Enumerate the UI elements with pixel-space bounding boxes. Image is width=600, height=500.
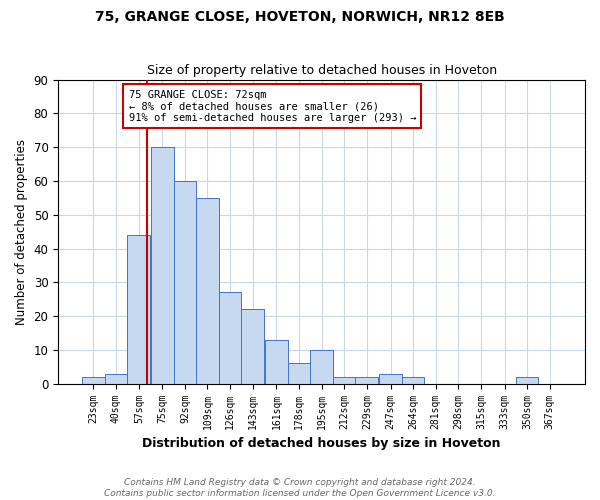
Bar bbox=[127, 235, 150, 384]
Bar bbox=[219, 292, 241, 384]
Bar bbox=[355, 377, 378, 384]
Text: 75 GRANGE CLOSE: 72sqm
← 8% of detached houses are smaller (26)
91% of semi-deta: 75 GRANGE CLOSE: 72sqm ← 8% of detached … bbox=[128, 90, 416, 123]
Bar bbox=[310, 350, 333, 384]
Title: Size of property relative to detached houses in Hoveton: Size of property relative to detached ho… bbox=[146, 64, 497, 77]
Text: 75, GRANGE CLOSE, HOVETON, NORWICH, NR12 8EB: 75, GRANGE CLOSE, HOVETON, NORWICH, NR12… bbox=[95, 10, 505, 24]
Bar bbox=[82, 377, 104, 384]
Bar bbox=[288, 364, 310, 384]
Y-axis label: Number of detached properties: Number of detached properties bbox=[15, 138, 28, 324]
Text: Contains HM Land Registry data © Crown copyright and database right 2024.
Contai: Contains HM Land Registry data © Crown c… bbox=[104, 478, 496, 498]
Bar bbox=[516, 377, 538, 384]
Bar bbox=[241, 310, 264, 384]
Bar bbox=[173, 181, 196, 384]
Bar bbox=[265, 340, 288, 384]
X-axis label: Distribution of detached houses by size in Hoveton: Distribution of detached houses by size … bbox=[142, 437, 501, 450]
Bar bbox=[379, 374, 402, 384]
Bar bbox=[196, 198, 219, 384]
Bar bbox=[333, 377, 355, 384]
Bar bbox=[402, 377, 424, 384]
Bar bbox=[104, 374, 127, 384]
Bar bbox=[151, 147, 173, 384]
